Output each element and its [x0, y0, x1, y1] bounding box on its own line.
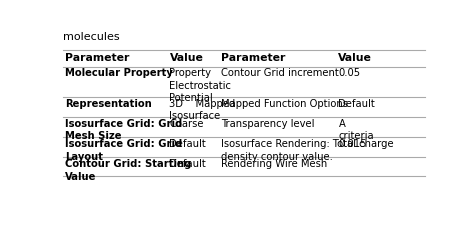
Text: Parameter: Parameter	[221, 53, 285, 63]
Text: Isosurface Grid: Grid
Layout: Isosurface Grid: Grid Layout	[65, 139, 182, 161]
Text: Default: Default	[169, 139, 206, 149]
Text: Property
Electrostatic
Potential: Property Electrostatic Potential	[169, 68, 231, 103]
Text: A
criteria: A criteria	[338, 119, 374, 141]
Text: 0.015: 0.015	[338, 139, 367, 149]
Text: Coarse: Coarse	[169, 119, 204, 129]
Text: Isosurface Grid: Grid
Mesh Size: Isosurface Grid: Grid Mesh Size	[65, 119, 182, 141]
Text: Mapped Function Options: Mapped Function Options	[221, 99, 348, 109]
Text: molecules: molecules	[63, 32, 119, 42]
Text: Contour Grid increment: Contour Grid increment	[221, 68, 338, 78]
Text: Default: Default	[169, 159, 206, 169]
Text: Value: Value	[338, 53, 372, 63]
Text: Transparency level: Transparency level	[221, 119, 314, 129]
Text: Representation: Representation	[65, 99, 152, 109]
Text: Rendering Wire Mesh: Rendering Wire Mesh	[221, 159, 327, 169]
Text: Isosurface Rendering: Total charge
density contour value.: Isosurface Rendering: Total charge densi…	[221, 139, 393, 161]
Text: Molecular Property: Molecular Property	[65, 68, 173, 78]
Text: Contour Grid: Starting
Value: Contour Grid: Starting Value	[65, 159, 191, 182]
Text: 0.05: 0.05	[338, 68, 361, 78]
Text: 3D    Mapped
Isosurface: 3D Mapped Isosurface	[169, 99, 236, 121]
Text: Value: Value	[169, 53, 203, 63]
Text: Parameter: Parameter	[65, 53, 129, 63]
Text: Default: Default	[338, 99, 375, 109]
